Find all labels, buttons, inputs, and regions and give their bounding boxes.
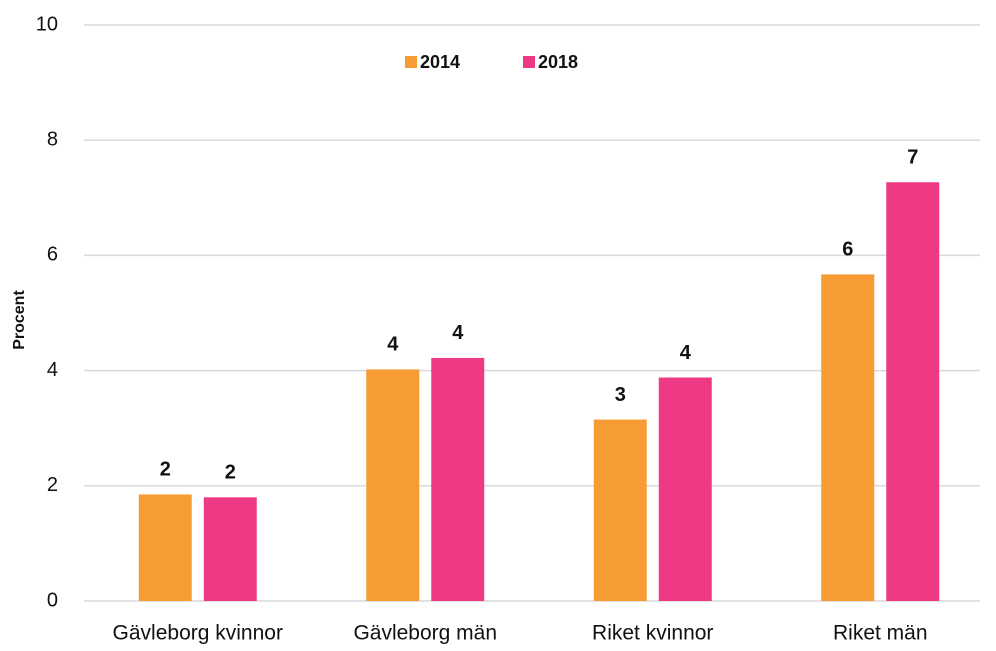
bar: [203, 497, 257, 601]
data-label: 2: [225, 462, 236, 484]
legend-swatch: [405, 56, 417, 68]
y-tick-label: 0: [47, 589, 58, 611]
data-label: 3: [615, 384, 626, 406]
y-tick-label: 2: [47, 474, 58, 496]
data-label: 2: [160, 459, 171, 481]
x-tick-label: Gävleborg män: [353, 622, 497, 645]
bar: [138, 494, 192, 601]
y-tick-label: 10: [36, 13, 58, 35]
y-tick-label: 8: [47, 128, 58, 150]
data-label: 4: [387, 334, 399, 356]
bar: [658, 377, 712, 601]
x-tick-label: Gävleborg kvinnor: [113, 622, 283, 645]
x-tick-label: Riket män: [833, 622, 928, 645]
data-label: 7: [907, 147, 918, 169]
data-label: 4: [680, 342, 692, 364]
bar: [366, 369, 420, 601]
y-tick-label: 6: [47, 244, 58, 266]
bar: [593, 419, 647, 601]
data-label: 4: [452, 322, 464, 344]
bar: [431, 357, 485, 601]
y-axis-label: Procent: [11, 290, 28, 350]
bar: [821, 274, 875, 601]
legend-label: 2018: [538, 52, 578, 72]
legend-label: 2014: [420, 52, 460, 72]
bar: [886, 182, 940, 602]
y-tick-label: 4: [47, 359, 58, 381]
x-tick-label: Riket kvinnor: [592, 622, 713, 645]
data-label: 6: [842, 239, 853, 261]
legend-swatch: [523, 56, 535, 68]
